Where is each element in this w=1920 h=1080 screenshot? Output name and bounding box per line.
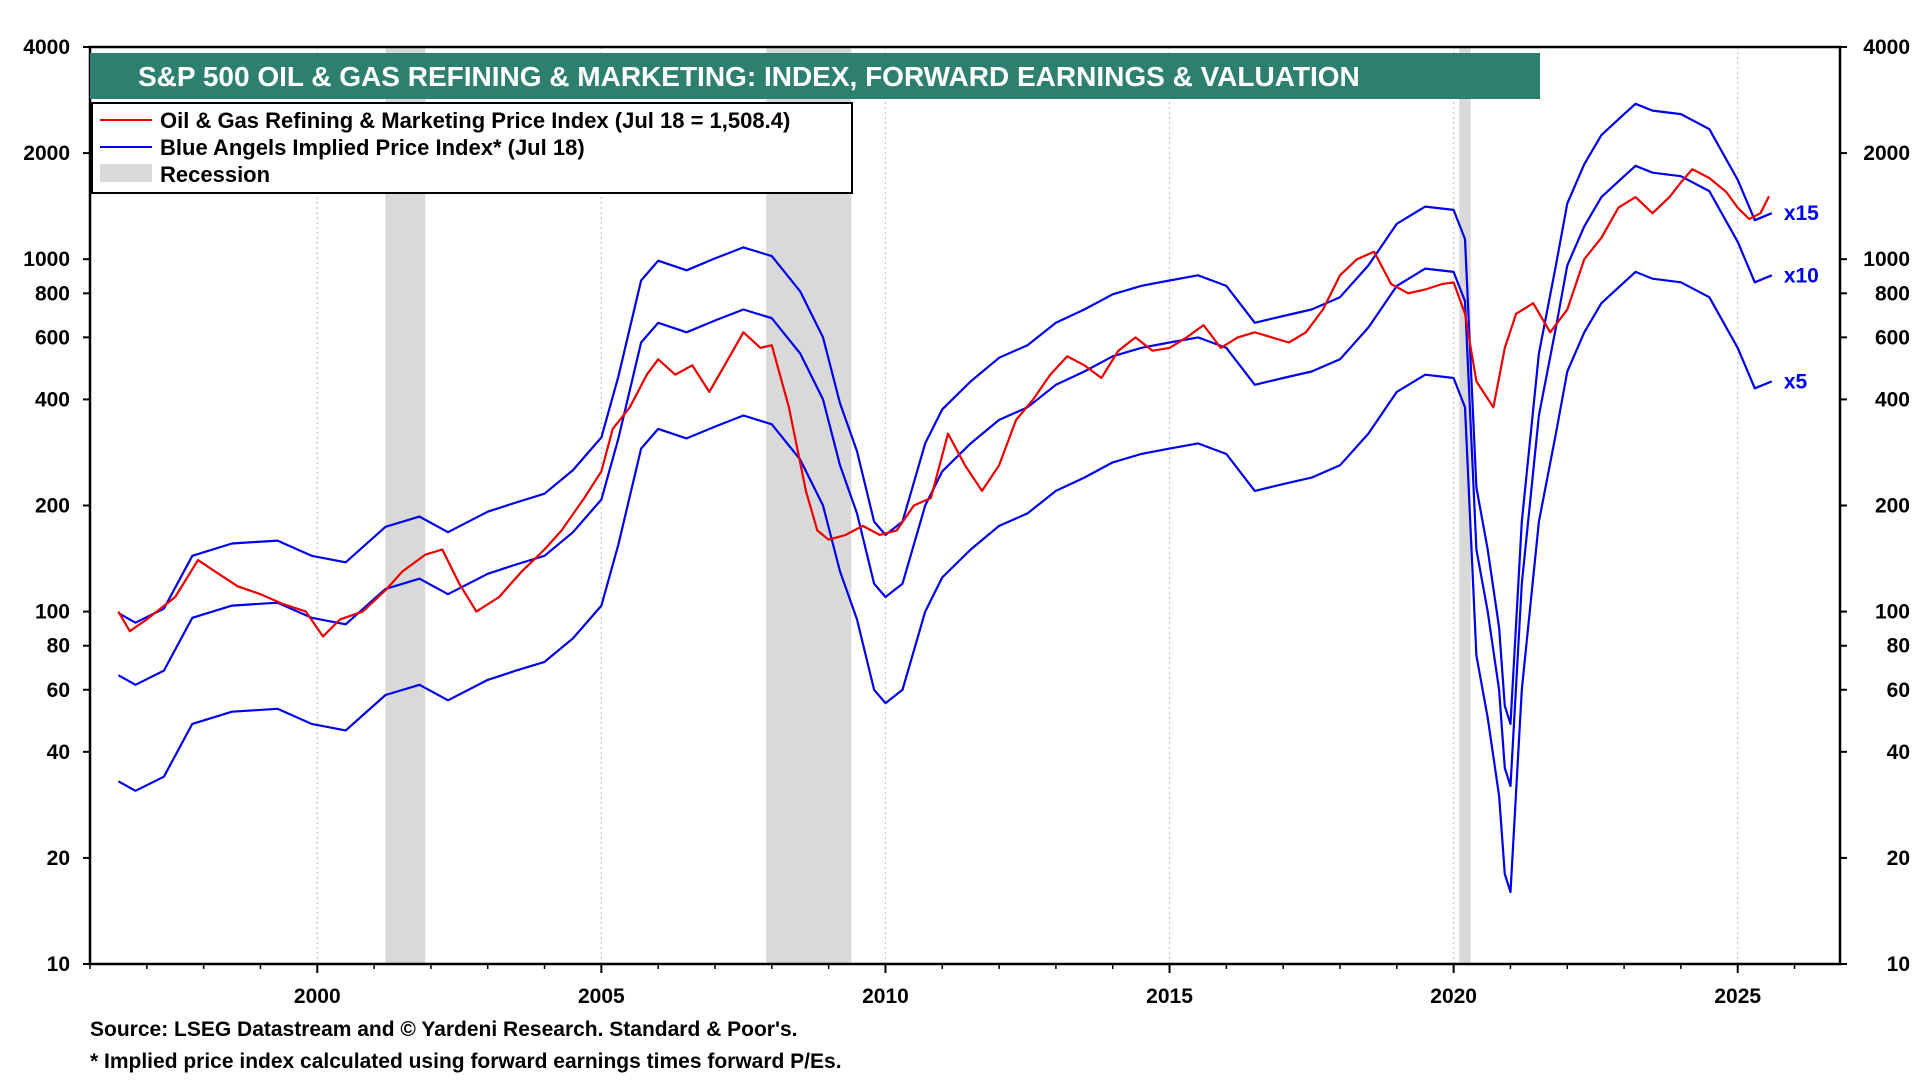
y-tick-label-left: 600 xyxy=(35,326,70,349)
chart-title: S&P 500 OIL & GAS REFINING & MARKETING: … xyxy=(138,61,1360,92)
y-tick-label-right: 40 xyxy=(1887,741,1910,764)
y-tick-label-left: 40 xyxy=(47,741,70,764)
y-tick-label-left: 1000 xyxy=(23,248,70,271)
legend-swatch-recession xyxy=(100,164,152,182)
legend: Oil & Gas Refining & Marketing Price Ind… xyxy=(91,102,853,194)
y-tick-label-left: 10 xyxy=(47,953,70,976)
x-tick-label-2015: 2015 xyxy=(1146,985,1193,1008)
x-tick-label-2005: 2005 xyxy=(578,985,625,1008)
x-tick-label-2025: 2025 xyxy=(1714,985,1761,1008)
x-tick-label-2020: 2020 xyxy=(1430,985,1477,1008)
recession-bands xyxy=(385,47,1471,964)
y-tick-label-right: 400 xyxy=(1875,388,1910,411)
title-banner: S&P 500 OIL & GAS REFINING & MARKETING: … xyxy=(90,53,1540,99)
title-background xyxy=(90,53,1540,99)
y-tick-label-right: 800 xyxy=(1875,282,1910,305)
recession-band-1 xyxy=(385,47,426,964)
y-tick-label-left: 100 xyxy=(35,601,70,624)
multiple-label-x15: x15 xyxy=(1784,202,1819,225)
recession-band-3 xyxy=(1459,47,1471,964)
y-tick-label-right: 600 xyxy=(1875,326,1910,349)
implied-footnote: * Implied price index calculated using f… xyxy=(90,1050,842,1073)
legend-label-price: Oil & Gas Refining & Marketing Price Ind… xyxy=(160,108,790,133)
multiple-label-x10: x10 xyxy=(1784,264,1819,287)
y-tick-label-left: 800 xyxy=(35,282,70,305)
series-implied-x10 xyxy=(117,164,1773,788)
y-tick-label-right: 1000 xyxy=(1863,248,1910,271)
series-implied-x5 xyxy=(117,270,1773,894)
multiple-label-x5: x5 xyxy=(1784,370,1808,393)
y-tick-label-right: 2000 xyxy=(1863,142,1910,165)
series-price-index xyxy=(117,168,1770,638)
y-tick-label-left: 80 xyxy=(47,635,70,658)
y-tick-label-left: 2000 xyxy=(23,142,70,165)
y-tick-label-right: 200 xyxy=(1875,495,1910,518)
y-tick-label-right: 20 xyxy=(1887,847,1910,870)
y-tick-label-left: 60 xyxy=(47,679,70,702)
legend-label-implied: Blue Angels Implied Price Index* (Jul 18… xyxy=(160,135,585,160)
y-tick-label-right: 4000 xyxy=(1863,36,1910,59)
y-tick-label-left: 4000 xyxy=(23,36,70,59)
y-tick-label-right: 100 xyxy=(1875,601,1910,624)
x-tick-label-2000: 2000 xyxy=(294,985,341,1008)
x-tick-label-2010: 2010 xyxy=(862,985,909,1008)
y-tick-label-right: 60 xyxy=(1887,679,1910,702)
legend-box xyxy=(91,102,853,194)
source-note: Source: LSEG Datastream and © Yardeni Re… xyxy=(90,1018,798,1041)
y-tick-label-left: 400 xyxy=(35,388,70,411)
recession-band-2 xyxy=(766,47,852,964)
y-tick-label-left: 200 xyxy=(35,495,70,518)
series-implied-x15 xyxy=(117,102,1773,725)
y-tick-label-right: 80 xyxy=(1887,635,1910,658)
y-tick-label-left: 20 xyxy=(47,847,70,870)
multiple-labels: x15 x10 x5 xyxy=(1784,202,1819,393)
y-tick-label-right: 10 xyxy=(1887,953,1910,976)
legend-label-recession: Recession xyxy=(160,162,270,187)
series-lines xyxy=(117,102,1773,894)
